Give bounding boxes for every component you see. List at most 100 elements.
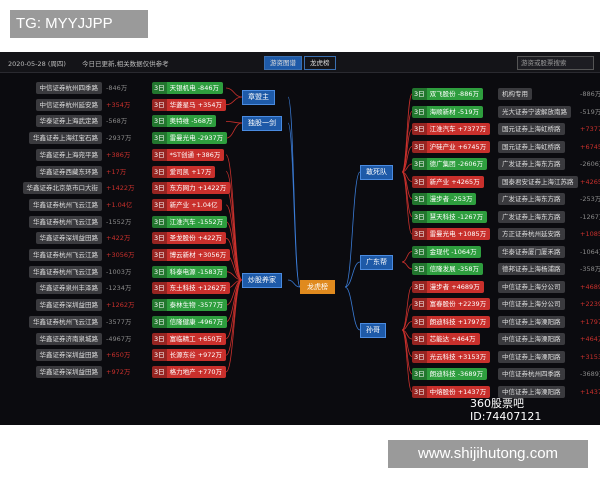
stock-badge[interactable]: 3日 长源东谷 +972万 [152,349,227,362]
watermark-360: 360股票吧 ID:74407121 [470,397,541,423]
stock-badge[interactable]: 3日 富临精工 +650万 [152,332,227,345]
link [344,171,361,288]
stock-badge[interactable]: 3日 慧天科技 -1267万 [412,210,488,223]
tab[interactable]: 游资图谱 [264,56,302,70]
broker-name: 华鑫证券济南泉城路 [35,332,102,345]
stock-badge[interactable]: 3日 新产业 +4265万 [412,175,484,188]
stock-badge[interactable]: 3日 新产业 +1.04亿 [152,198,222,211]
broker-name: 方正证券杭州延安路 [498,228,565,240]
link [401,251,413,263]
group-node[interactable]: 炒股养家 [242,273,282,288]
stock-badge[interactable]: 3日 博云新材 +3056万 [152,249,231,261]
badge-tag: 3日 [152,98,167,111]
stock-badge[interactable]: 3日 海顺新材 -519万 [412,105,483,118]
stock-badge[interactable]: 3日 *ST创通 +386万 [152,148,225,161]
badge-tag: 3日 [152,182,167,195]
search-box[interactable]: 游资或股票搜索 [517,56,594,70]
stock-badge[interactable]: 3日 华菱星马 +354万 [152,98,227,111]
link [401,329,413,375]
badge-tag: 3日 [412,350,427,363]
stock-badge[interactable]: 3日 漫步者 -253万 [412,193,477,205]
badge-text: 光云科技 +3153万 [429,352,487,361]
broker-amount: +1.04亿 [106,200,133,209]
group-node[interactable]: 章盟主 [242,90,275,105]
badge-tag: 3日 [152,132,167,145]
stock-badge[interactable]: 3日 信隆发展 -358万 [412,263,483,275]
badge-tag: 3日 [152,249,167,261]
group-node[interactable]: 广东帮 [360,255,393,270]
broker-name: 中信证券上海溧阳路 [498,315,565,328]
stock-badge[interactable]: 3日 漫步者 +4689万 [412,280,484,293]
badge-text: 东方网力 +1422万 [169,184,227,193]
badge-tag: 3日 [412,315,427,328]
stock-badge[interactable]: 3日 双飞股份 -886万 [412,88,483,100]
badge-tag: 3日 [412,193,427,205]
badge-tag: 3日 [412,140,427,153]
broker-amount: -253万 [580,195,600,203]
stock-badge[interactable]: 3日 东方网力 +1422万 [152,182,231,195]
broker-amount: +6745万 [580,142,600,151]
stock-badge[interactable]: 3日 德广集团 -2606万 [412,158,488,170]
badge-text: 海顺新材 -519万 [429,107,479,116]
stock-badge[interactable]: 3日 科泰电源 -1583万 [152,265,228,278]
broker-amount: +3153万 [580,352,600,361]
stock-badge[interactable]: 3日 泰林生物 -3577万 [152,299,228,312]
badge-tag: 3日 [152,198,167,211]
stock-badge[interactable]: 3日 格力地产 +770万 [152,365,227,378]
link [287,96,301,288]
broker-name: 国元证券上海虹桥路 [498,140,565,153]
stock-badge[interactable]: 3日 朗迪科技 +1797万 [412,315,491,328]
broker-amount: -1003万 [106,267,132,276]
stock-badge[interactable]: 3日 东土科技 +1262万 [152,282,231,295]
badge-text: 泰林生物 -3577万 [169,301,224,310]
badge-text: 双飞股份 -886万 [429,90,479,98]
stock-badge[interactable]: 3日 沪硅产业 +6745万 [412,140,491,153]
group-node[interactable]: 独股一剑 [242,116,282,131]
stock-badge[interactable]: 3日 信隆健康 -4967万 [152,315,228,328]
broker-name: 华鑫证券杭州飞云江路 [29,198,102,211]
stock-badge[interactable]: 3日 天银机电 -846万 [152,82,223,94]
stock-badge[interactable]: 3日 雷曼光电 +1085万 [412,228,491,240]
tab[interactable]: 龙虎榜 [304,56,336,70]
hub-node[interactable]: 龙虎榜 [300,280,335,294]
watermark-text: ID:74407121 [470,410,542,423]
link [287,122,301,288]
badge-tag: 3日 [412,280,427,293]
badge-tag: 3日 [152,282,167,295]
stock-badge[interactable]: 3日 江淮汽车 +7377万 [412,123,491,135]
broker-name: 国泰君安证券上海江苏路 [498,175,578,188]
badge-text: 博云新材 +3056万 [169,251,227,259]
stock-badge[interactable]: 3日 金现代 -1064万 [412,245,481,258]
badge-tag: 3日 [412,228,427,240]
broker-name: 华鑫证券深圳益田路 [35,232,102,245]
link [225,237,243,281]
link [401,321,413,331]
stock-badge[interactable]: 3日 江淮汽车 -1552万 [152,215,228,228]
stock-badge[interactable]: 3日 芯能达 +464万 [412,333,480,345]
stock-badge[interactable]: 3日 中熔股份 +1437万 [412,385,491,398]
stock-badge[interactable]: 3日 雷曼光电 -2937万 [152,132,228,145]
stock-badge[interactable]: 3日 圣龙股份 +422万 [152,232,227,245]
link [401,128,413,173]
mindmap-screen: 2020-05-28 (周四) 今日已更新,相关数据仅供参考 游资图谱 龙虎榜 … [0,52,600,425]
broker-amount: +4689万 [580,282,600,291]
badge-tag: 3日 [152,265,167,278]
stock-badge[interactable]: 3日 朗迪科技 -3689万 [412,368,488,380]
stock-badge[interactable]: 3日 富春股份 +2239万 [412,298,491,310]
group-node[interactable]: 孙哥 [360,323,386,338]
link [225,121,243,124]
badge-tag: 3日 [152,215,167,228]
stock-badge[interactable]: 3日 爱司凯 +17万 [152,165,216,178]
broker-amount: +4265万 [580,177,600,186]
link [401,286,413,331]
badge-text: 奥特维 -568万 [169,117,213,126]
stock-badge[interactable]: 3日 奥特维 -568万 [152,115,217,128]
broker-amount: -1552万 [106,217,132,226]
badge-tag: 3日 [412,175,427,188]
broker-name: 华鑫证券杭州飞云江路 [29,315,102,328]
overlay-tag: TG: MYYJJPP [10,10,148,38]
link [225,87,243,98]
group-node[interactable]: 敢死队 [360,165,393,180]
stock-badge[interactable]: 3日 光云科技 +3153万 [412,350,491,363]
badge-text: 圣龙股份 +422万 [169,234,223,243]
